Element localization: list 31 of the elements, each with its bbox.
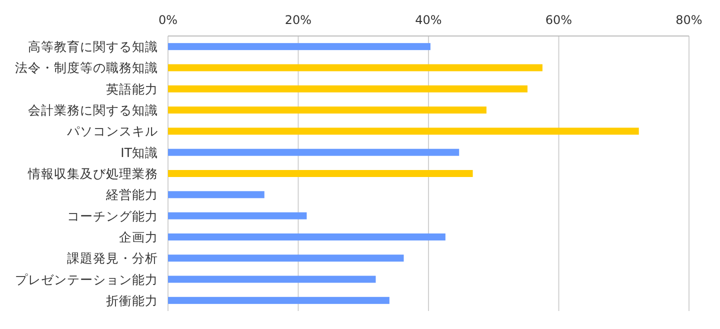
y-tick-label: 法令・制度等の職務知識	[15, 60, 158, 76]
x-tick-label: 0%	[158, 13, 178, 27]
x-tick-label: 20%	[284, 13, 312, 27]
bar	[168, 64, 542, 72]
y-tick-label: 企画力	[119, 229, 158, 244]
bar	[168, 191, 264, 198]
y-tick-label: 情報収集及び処理業務	[27, 166, 158, 181]
x-tick-label: 80%	[676, 13, 702, 27]
y-tick-label: 高等教育に関する知識	[28, 39, 158, 54]
bar	[168, 276, 376, 283]
y-tick-label: 会計業務に関する知識	[28, 102, 158, 118]
y-tick-label: IT知識	[120, 144, 158, 160]
bar	[168, 170, 473, 177]
bar	[168, 148, 460, 156]
y-tick-label: 経営能力	[105, 187, 158, 202]
bar	[168, 128, 639, 135]
y-tick-label: 課題発見・分析	[67, 250, 158, 266]
bar	[168, 212, 307, 220]
bar	[168, 106, 486, 114]
y-tick-label: 折衝能力	[106, 292, 158, 308]
bar	[168, 254, 404, 262]
x-tick-label: 60%	[545, 13, 572, 27]
y-tick-label: パソコンスキル	[66, 124, 158, 139]
bar	[168, 296, 390, 304]
bar	[168, 43, 430, 50]
y-tick-label: 英語能力	[106, 81, 158, 96]
y-tick-label: コーチング能力	[67, 208, 158, 224]
x-tick-label: 40%	[415, 13, 442, 27]
y-tick-label: プレゼンテーション能力	[15, 272, 158, 287]
bar	[168, 233, 446, 240]
bar	[168, 85, 528, 92]
